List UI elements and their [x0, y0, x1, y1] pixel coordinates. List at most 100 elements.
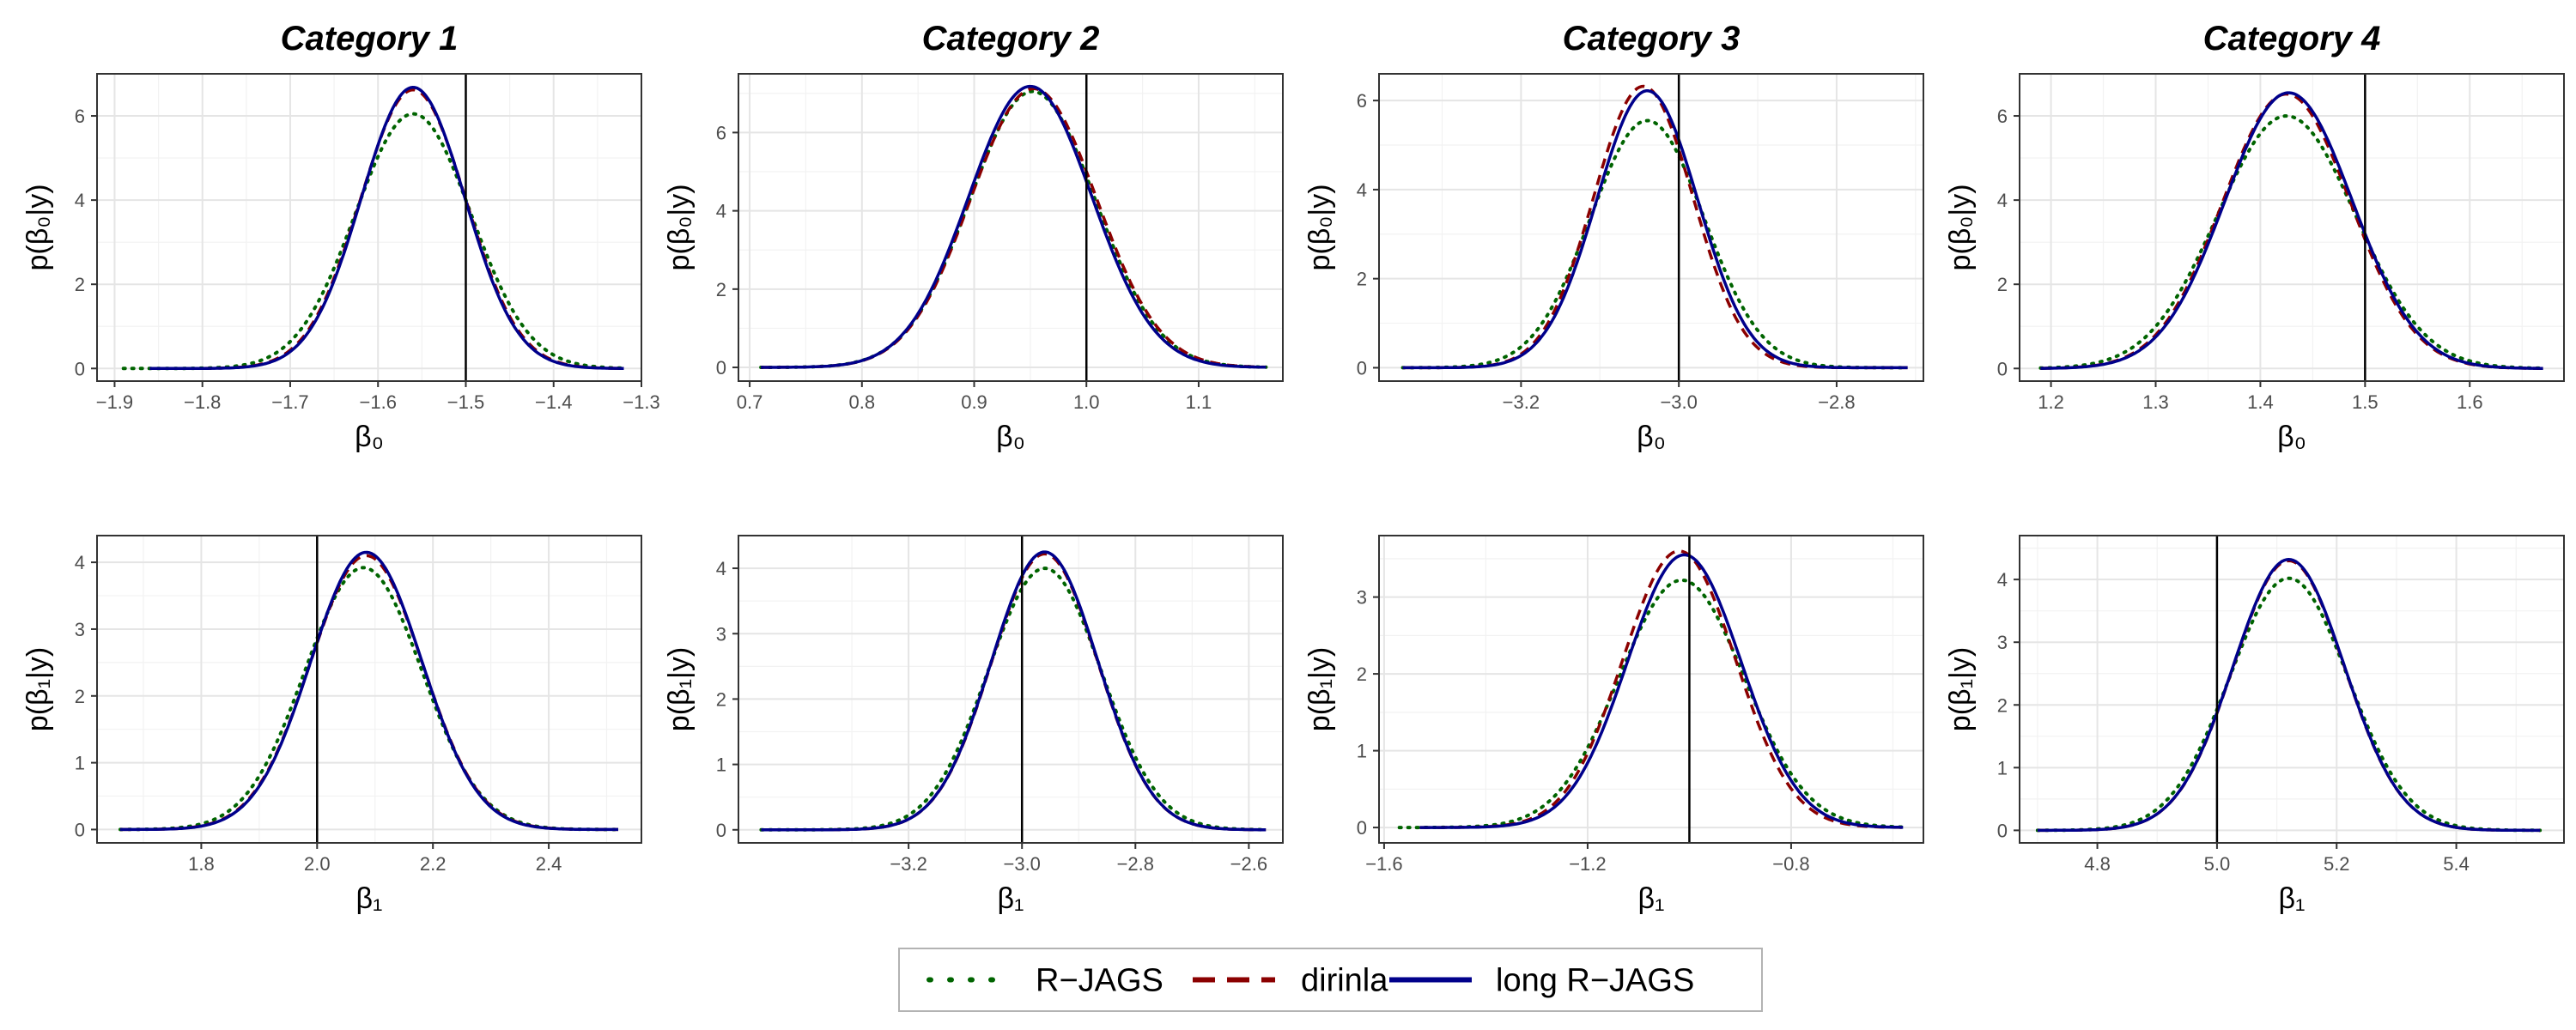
y-tick-label: 1 [716, 754, 726, 776]
y-tick-label: 0 [716, 820, 726, 841]
y-tick-label: 3 [716, 623, 726, 645]
series-line-long-r-jags [120, 550, 618, 832]
series-line-long-r-jags [2037, 558, 2541, 833]
x-tick-label: −1.8 [184, 391, 221, 413]
y-axis-label: p(β₁|y) [663, 647, 696, 731]
series-line-long-r-jags [761, 84, 1267, 369]
y-tick-label: 6 [1357, 90, 1367, 112]
x-tick-label: −1.5 [447, 391, 484, 413]
series-line-r-jags [2038, 114, 2545, 370]
y-tick-label: 3 [1357, 587, 1367, 609]
x-tick-label: −1.7 [271, 391, 308, 413]
density-curves [118, 550, 620, 832]
panel-background [1379, 536, 1923, 843]
x-tick-label: −1.4 [535, 391, 572, 413]
y-tick-label: 2 [716, 688, 726, 710]
y-tick-label: 3 [75, 619, 85, 640]
x-tick-label: 0.9 [961, 391, 987, 413]
x-tick-label: 5.4 [2443, 853, 2470, 875]
y-tick-label: 0 [716, 357, 726, 379]
x-axis-label: β₁ [2278, 882, 2305, 915]
y-tick-label: 1 [1357, 741, 1367, 762]
y-tick-label: 4 [716, 558, 726, 579]
y-tick-label: 0 [1357, 357, 1367, 379]
series-line-dirinla [761, 87, 1267, 369]
panel-border [738, 73, 1284, 382]
y-tick-label: 4 [75, 190, 85, 211]
x-tick-label: 1.6 [2457, 391, 2483, 413]
y-tick-label: 2 [716, 279, 726, 300]
y-axis-label: p(β₀|y) [1944, 184, 1977, 270]
series-line-long-r-jags [2040, 91, 2543, 370]
y-tick-label: 2 [75, 686, 85, 707]
x-axis-label: β₀ [996, 421, 1025, 453]
x-tick-label: 1.4 [2247, 391, 2274, 413]
y-tick-label: 6 [75, 106, 85, 127]
y-tick-label: 3 [1997, 632, 2008, 653]
panel-border [2019, 535, 2565, 844]
legend-label: long R−JAGS [1496, 963, 1694, 999]
panel-background [2020, 74, 2564, 381]
y-axis-label: p(β₀|y) [1303, 184, 1336, 270]
y-axis-label: p(β₁|y) [1944, 647, 1977, 731]
x-tick-label: −2.8 [1117, 853, 1154, 875]
y-axis-label: p(β₁|y) [1303, 647, 1336, 731]
density-curves [759, 84, 1268, 369]
x-tick-label: 1.8 [188, 853, 215, 875]
legend-label: R−JAGS [1036, 963, 1163, 999]
x-tick-label: 2.2 [420, 853, 447, 875]
y-tick-label: 6 [1997, 106, 2008, 127]
y-tick-label: 4 [716, 201, 726, 222]
panel-border [738, 535, 1284, 844]
x-tick-label: 4.8 [2084, 853, 2111, 875]
x-tick-label: −3.0 [1003, 853, 1040, 875]
x-tick-label: 2.4 [536, 853, 562, 875]
facet-panel: 0.7 0.8 0.9 1.0 1.1 0 2 4 6 β₀ p(β₀|y) [663, 73, 1284, 453]
panels: Category 1 Category 2 Category 3 Category 4… [21, 20, 2565, 915]
series-line-r-jags [1397, 578, 1905, 830]
x-axis-label: β₀ [2277, 421, 2306, 453]
y-tick-label: 0 [75, 358, 85, 379]
x-tick-label: 0.7 [737, 391, 763, 413]
y-tick-label: 4 [1997, 569, 2008, 591]
x-tick-label: −1.6 [360, 391, 397, 413]
x-axis-label: β₁ [355, 882, 382, 915]
series-line-long-r-jags [1419, 553, 1904, 829]
facet-panel: −1.9 −1.8 −1.7 −1.6 −1.5 −1.4 −1.3 0 2 4 6 β₀ p(β₀|y… [21, 73, 660, 453]
x-tick-label: −3.0 [1660, 391, 1697, 413]
x-tick-label: 5.2 [2324, 853, 2350, 875]
panel-background [2020, 536, 2564, 843]
panel-background [1379, 74, 1923, 381]
x-tick-label: 0.8 [848, 391, 875, 413]
column-title: Category 1 [281, 20, 459, 58]
x-tick-label: −1.6 [1365, 853, 1402, 875]
x-tick-label: −1.9 [96, 391, 133, 413]
panel-border [96, 535, 642, 844]
facet-panel: −3.2 −3.0 −2.8 −2.6 0 1 2 3 4 β₁ p(β₁|y) [663, 535, 1284, 915]
density-curves [1400, 84, 1910, 370]
y-tick-label: 0 [1997, 358, 2008, 379]
y-axis-label: p(β₁|y) [21, 647, 54, 731]
series-line-long-r-jags [1402, 89, 1908, 370]
series-line-long-r-jags [761, 550, 1267, 832]
panel-border [2019, 73, 2565, 382]
y-tick-label: 2 [1997, 274, 2008, 295]
x-axis-label: β₀ [1637, 421, 1666, 453]
density-curves [759, 550, 1268, 832]
facet-panel: 1.8 2.0 2.2 2.4 0 1 2 3 4 β₁ p(β₁|y) [21, 535, 642, 915]
x-tick-label: −3.2 [1503, 391, 1540, 413]
y-tick-label: 4 [1357, 179, 1367, 201]
y-tick-label: 2 [1357, 663, 1367, 685]
y-tick-label: 0 [75, 819, 85, 840]
y-tick-label: 2 [1357, 269, 1367, 290]
x-axis-label: β₁ [997, 882, 1024, 915]
x-tick-label: 2.0 [304, 853, 331, 875]
series-line-long-r-jags [149, 85, 624, 371]
facet-panel: −1.6 −1.2 −0.8 0 1 2 3 β₁ p(β₁|y) [1303, 535, 1924, 915]
density-curves [121, 85, 626, 371]
density-curves [2038, 91, 2545, 370]
legend: R−JAGS dirinla long R−JAGS [898, 948, 1763, 1012]
x-tick-label: 1.5 [2352, 391, 2379, 413]
series-line-dirinla [1419, 549, 1904, 829]
